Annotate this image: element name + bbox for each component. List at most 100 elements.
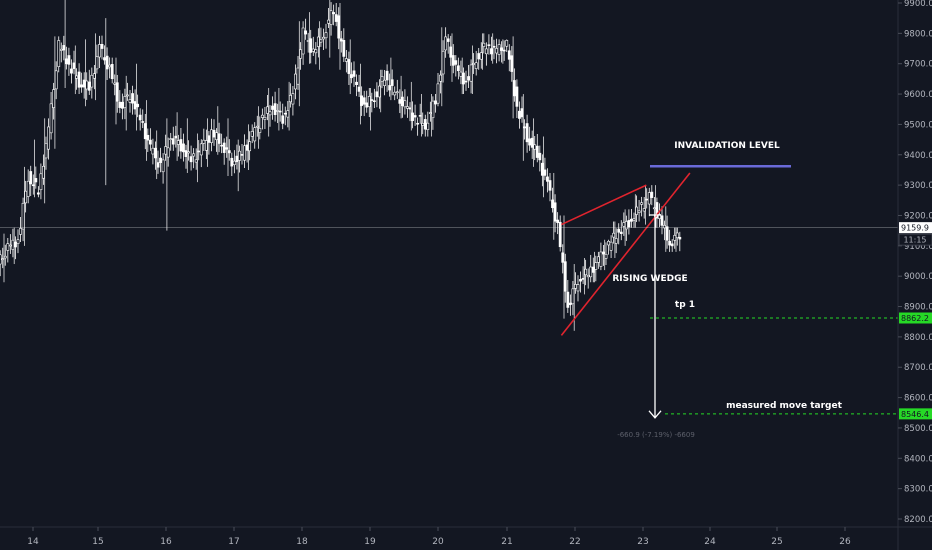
candle-body bbox=[294, 73, 297, 90]
candle-body bbox=[507, 50, 511, 60]
candle-body bbox=[574, 284, 577, 289]
candle-body bbox=[660, 215, 664, 226]
price-tick-label: 8200.0 bbox=[904, 515, 932, 525]
candle-body bbox=[184, 150, 188, 157]
candle-body bbox=[176, 140, 180, 145]
candle-body bbox=[645, 198, 649, 201]
candle-body bbox=[497, 44, 501, 55]
candle-body bbox=[668, 240, 672, 246]
time-tick-label: 14 bbox=[27, 537, 39, 547]
candle-body bbox=[530, 137, 534, 148]
candle-body bbox=[673, 235, 677, 241]
candle-body bbox=[614, 238, 618, 244]
candle-body bbox=[204, 140, 208, 151]
candle-body bbox=[123, 96, 127, 108]
candle-body bbox=[441, 50, 445, 75]
candle-body bbox=[138, 114, 142, 121]
time-axis[interactable]: 14 15 16 17 18 19 20 21 22 23 24 25 26 bbox=[27, 527, 851, 547]
time-tick-label: 22 bbox=[569, 537, 580, 547]
candle-body bbox=[357, 86, 361, 92]
candle-body bbox=[596, 256, 600, 263]
candle-body bbox=[408, 107, 412, 110]
price-scale[interactable]: 9900.0 9800.0 9700.0 9600.0 9500.0 9400.0 9300… bbox=[898, 0, 932, 525]
candle-body bbox=[100, 44, 104, 49]
candle-body bbox=[171, 138, 175, 145]
candle-body bbox=[512, 80, 516, 97]
candle-body bbox=[215, 132, 218, 140]
candle-body bbox=[105, 55, 109, 70]
svg-text:9159.9: 9159.9 bbox=[901, 224, 929, 233]
candle-body bbox=[143, 123, 147, 140]
price-tick-label: 8800.0 bbox=[904, 333, 932, 343]
candle-body bbox=[238, 150, 241, 161]
candle-body bbox=[1, 258, 5, 261]
candle-body bbox=[579, 279, 582, 282]
candle-body bbox=[372, 100, 376, 103]
candle-body bbox=[538, 152, 542, 161]
candle-body bbox=[263, 117, 267, 120]
candle-body bbox=[551, 199, 554, 209]
candle-body bbox=[500, 47, 504, 51]
candle-body bbox=[510, 55, 514, 72]
time-tick-label: 26 bbox=[839, 537, 851, 547]
candle-body bbox=[403, 100, 407, 108]
price-tick-label: 9400.0 bbox=[904, 151, 932, 161]
candle-body bbox=[133, 101, 137, 110]
measure-readout: -660.9 (-7.19%) -6609 bbox=[617, 431, 695, 439]
candle-body bbox=[288, 95, 292, 103]
candle-body bbox=[619, 231, 623, 234]
candle-body bbox=[568, 302, 572, 306]
countdown-tag: 11:15 bbox=[898, 233, 932, 246]
candle-body bbox=[34, 178, 38, 183]
candle-body bbox=[492, 45, 496, 48]
candle-body bbox=[92, 73, 96, 79]
price-tick-label: 9900.0 bbox=[904, 0, 932, 9]
candle-body bbox=[276, 110, 280, 112]
candle-body bbox=[36, 192, 40, 195]
candle-body bbox=[16, 239, 20, 244]
candle-body bbox=[128, 99, 132, 103]
candle-body bbox=[576, 284, 580, 292]
candle-body bbox=[182, 143, 185, 153]
candle-body bbox=[678, 236, 682, 240]
candle-body bbox=[77, 71, 81, 88]
candle-body bbox=[253, 127, 257, 142]
candle-body bbox=[591, 266, 595, 273]
candle-body bbox=[31, 184, 35, 187]
candle-body bbox=[665, 226, 669, 241]
candle-body bbox=[365, 102, 369, 108]
candle-body bbox=[520, 108, 524, 118]
candle-body bbox=[640, 202, 644, 205]
candle-body bbox=[487, 44, 491, 46]
candle-body bbox=[495, 48, 498, 54]
svg-text:11:15: 11:15 bbox=[903, 236, 926, 245]
candle-body bbox=[141, 121, 145, 123]
candle-body bbox=[446, 38, 450, 42]
candle-body bbox=[202, 139, 206, 144]
candles-layer bbox=[0, 0, 682, 331]
measure-arrowhead bbox=[648, 410, 662, 419]
time-tick-label: 25 bbox=[771, 537, 782, 547]
candle-body bbox=[378, 85, 381, 98]
candle-body bbox=[490, 48, 493, 55]
candle-body bbox=[207, 135, 211, 143]
candle-body bbox=[380, 76, 384, 82]
candle-body bbox=[650, 191, 654, 198]
price-tick-label: 8600.0 bbox=[904, 394, 932, 404]
candle-body bbox=[156, 162, 160, 168]
candle-body bbox=[113, 82, 117, 85]
time-tick-label: 21 bbox=[501, 537, 512, 547]
price-tick-label: 9200.0 bbox=[904, 211, 932, 221]
candle-body bbox=[388, 85, 392, 91]
time-tick-label: 15 bbox=[92, 537, 103, 547]
candle-body bbox=[169, 138, 173, 140]
candle-body bbox=[322, 36, 325, 40]
price-tick-label: 9800.0 bbox=[904, 29, 932, 39]
candle-body bbox=[637, 210, 641, 213]
candle-body bbox=[24, 190, 28, 204]
candle-body bbox=[472, 63, 476, 65]
candle-body bbox=[319, 39, 323, 43]
candle-body bbox=[352, 70, 356, 77]
